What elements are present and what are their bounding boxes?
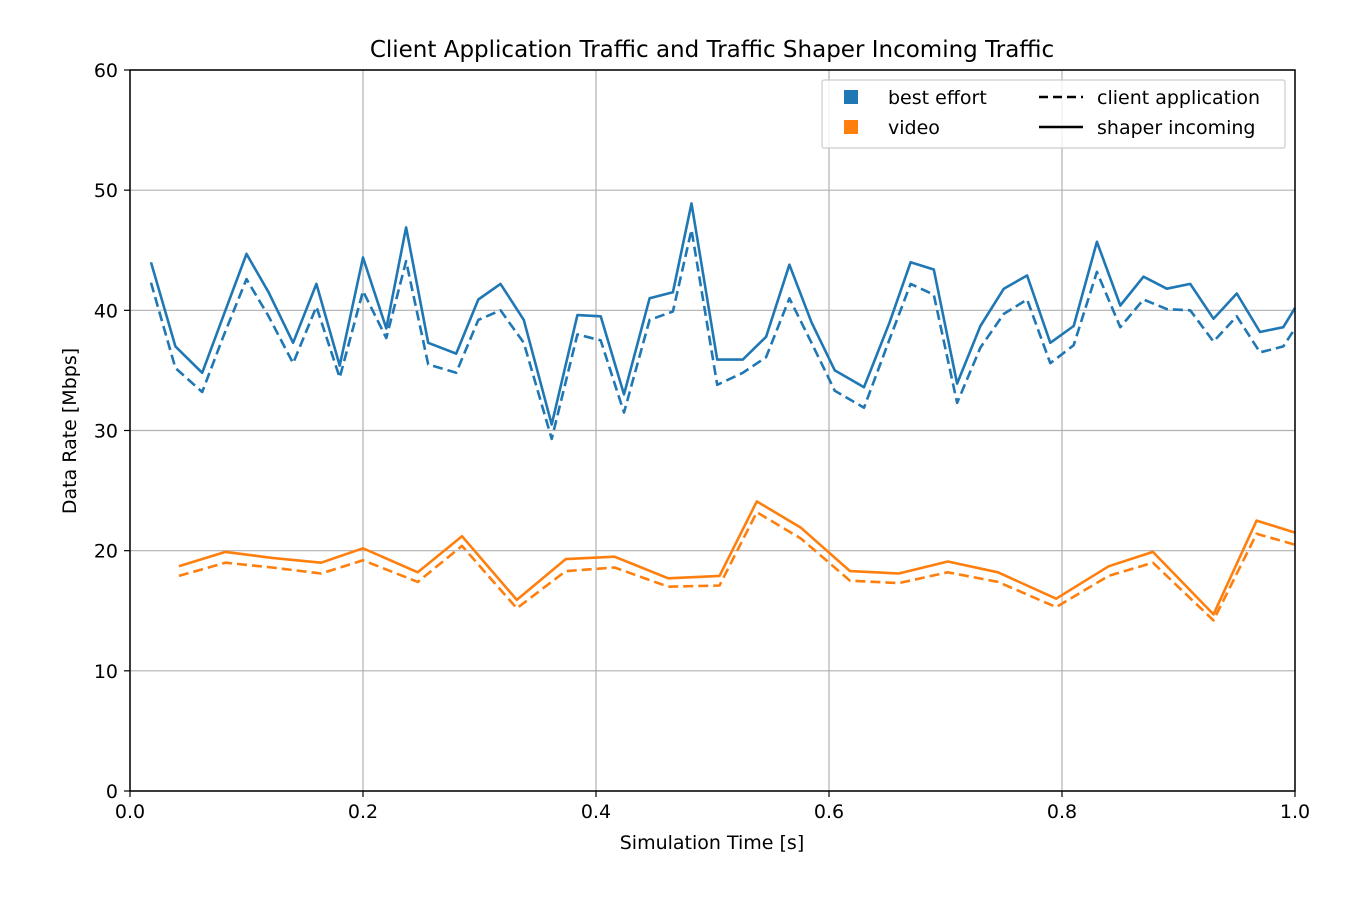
legend-label-client-application: client application	[1097, 87, 1260, 109]
y-axis-title: Data Rate [Mbps]	[59, 348, 81, 514]
y-tick-label: 60	[94, 60, 118, 82]
y-tick-label: 30	[94, 421, 118, 443]
tick-layer: 0.0 0.2 0.4 0.6 0.8 1.0 0 10 20 30 40 50 60	[94, 60, 1310, 823]
x-tick-label: 0.8	[1047, 801, 1077, 823]
x-tick-label: 1.0	[1280, 801, 1310, 823]
x-axis-title: Simulation Time [s]	[620, 832, 805, 854]
legend-swatch-best-effort	[844, 90, 858, 104]
x-tick-label: 0.6	[814, 801, 844, 823]
x-tick-label: 0.4	[581, 801, 611, 823]
y-tick-label: 50	[94, 180, 118, 202]
chart-title: Client Application Traffic and Traffic S…	[370, 37, 1054, 63]
legend-swatch-video	[844, 120, 858, 134]
y-tick-label: 0	[106, 781, 118, 803]
legend: best effort video client application sha…	[821, 79, 1286, 149]
series-line-video-shaper-incoming	[178, 500, 1296, 616]
y-tick-label: 10	[94, 661, 118, 683]
legend-box	[821, 79, 1286, 149]
y-tick-label: 40	[94, 300, 118, 322]
series-line-video-client-application	[178, 510, 1296, 622]
legend-label-best-effort: best effort	[888, 87, 987, 109]
legend-label-video: video	[888, 117, 940, 139]
series-line-best-effort-client-application	[149, 228, 1297, 441]
series-layer	[149, 202, 1297, 622]
series-line-best-effort-shaper-incoming	[149, 202, 1297, 426]
x-tick-label: 0.2	[348, 801, 378, 823]
y-tick-label: 20	[94, 541, 118, 563]
x-tick-label: 0.0	[115, 801, 145, 823]
legend-label-shaper-incoming: shaper incoming	[1097, 117, 1255, 139]
